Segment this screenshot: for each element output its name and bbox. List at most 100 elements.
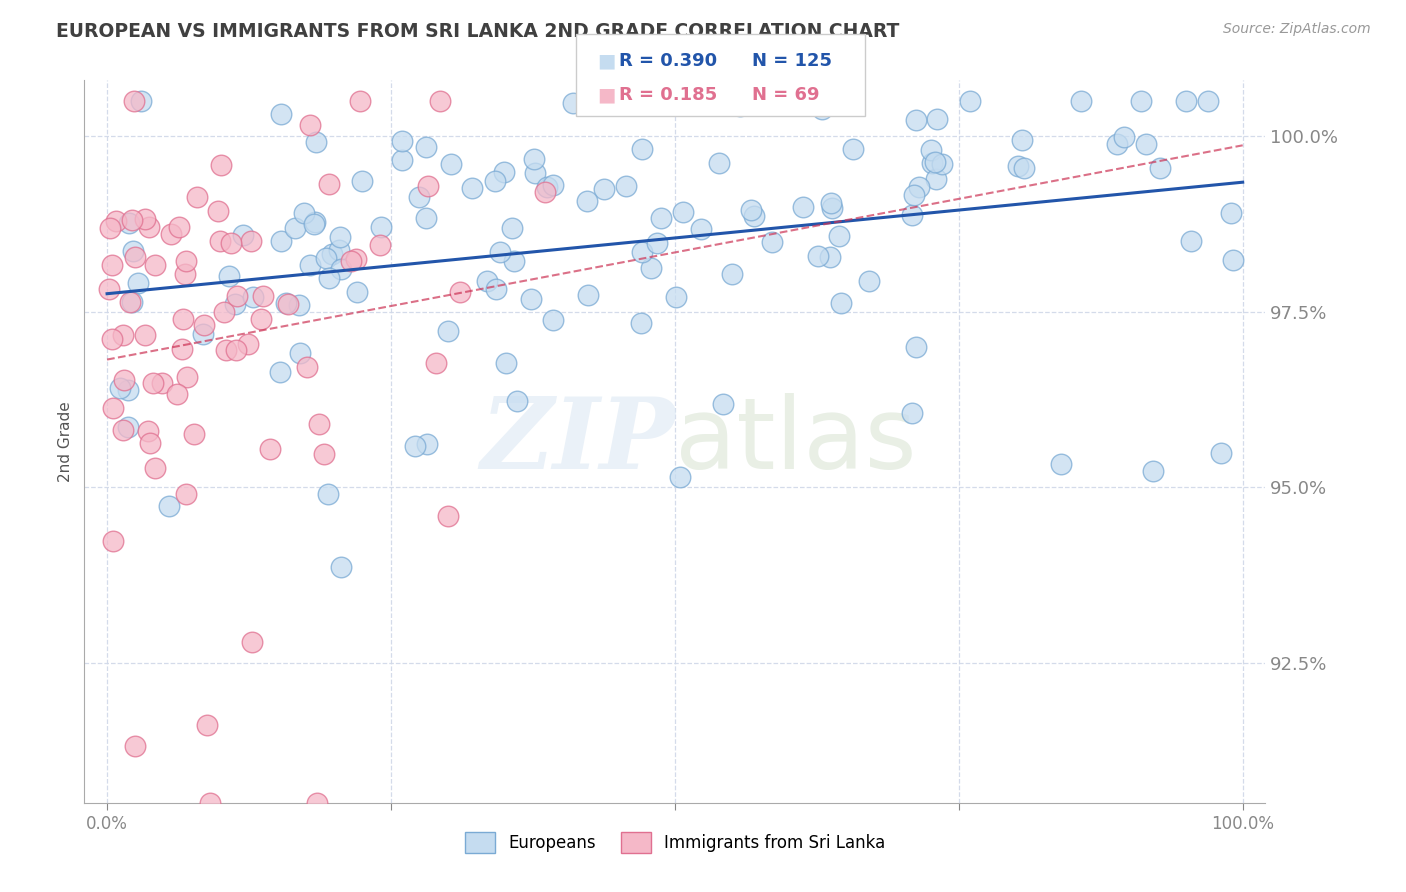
Point <box>1112 129 1135 144</box>
Point <box>415 436 437 450</box>
Point <box>924 155 946 169</box>
Point <box>176 369 198 384</box>
Point <box>111 423 134 437</box>
Point <box>901 209 924 223</box>
Point <box>1149 161 1171 176</box>
Point <box>174 487 197 501</box>
Point <box>318 271 340 285</box>
Point <box>1175 95 1198 109</box>
Point <box>318 487 340 501</box>
Point <box>101 258 124 272</box>
Point <box>820 195 842 210</box>
Point <box>1197 95 1219 109</box>
Point <box>391 135 413 149</box>
Point <box>269 365 291 379</box>
Point <box>315 251 337 265</box>
Point <box>408 190 430 204</box>
Point <box>1070 95 1092 109</box>
Point <box>288 346 311 360</box>
Point <box>112 328 135 343</box>
Point <box>828 228 851 243</box>
Point <box>1011 133 1033 147</box>
Point <box>101 533 124 548</box>
Text: ■: ■ <box>598 51 616 70</box>
Point <box>488 245 510 260</box>
Point <box>304 215 326 229</box>
Point <box>166 386 188 401</box>
Point <box>592 182 614 196</box>
Point <box>122 95 145 109</box>
Point <box>277 297 299 311</box>
Point <box>728 98 751 112</box>
Point <box>740 203 762 218</box>
Point <box>239 234 262 248</box>
Point <box>630 316 652 330</box>
Point <box>830 296 852 310</box>
Point <box>475 274 498 288</box>
Point <box>523 166 546 180</box>
Point <box>925 112 948 126</box>
Point <box>143 461 166 475</box>
Point <box>224 297 246 311</box>
Point <box>209 158 232 172</box>
Point <box>534 185 557 199</box>
Point <box>1105 136 1128 151</box>
Point <box>415 211 437 226</box>
Point <box>219 235 242 250</box>
Point <box>630 143 652 157</box>
Point <box>139 435 162 450</box>
Point <box>173 267 195 281</box>
Point <box>212 305 235 319</box>
Point <box>249 312 271 326</box>
Point <box>541 178 564 192</box>
Point <box>1130 95 1153 109</box>
Point <box>101 332 124 346</box>
Point <box>134 328 156 343</box>
Point <box>142 376 165 390</box>
Point <box>124 250 146 264</box>
Point <box>270 107 292 121</box>
Point <box>232 228 254 243</box>
Y-axis label: 2nd Grade: 2nd Grade <box>58 401 73 482</box>
Point <box>709 156 731 170</box>
Point <box>904 340 927 354</box>
Point <box>299 258 322 272</box>
Point <box>298 118 321 132</box>
Point <box>186 189 208 203</box>
Point <box>1050 457 1073 471</box>
Point <box>350 174 373 188</box>
Point <box>108 381 131 395</box>
Point <box>328 243 350 257</box>
Point <box>523 152 546 166</box>
Point <box>98 221 121 235</box>
Point <box>138 220 160 235</box>
Point <box>503 254 526 268</box>
Point <box>1222 253 1244 268</box>
Point <box>340 253 363 268</box>
Point <box>761 235 783 249</box>
Point <box>1211 446 1233 460</box>
Point <box>439 157 461 171</box>
Point <box>121 244 143 259</box>
Point <box>183 427 205 442</box>
Point <box>274 296 297 310</box>
Point <box>858 274 880 288</box>
Point <box>576 287 599 301</box>
Point <box>485 282 508 296</box>
Point <box>344 252 367 266</box>
Text: ■: ■ <box>598 86 616 105</box>
Point <box>259 442 281 456</box>
Point <box>209 234 232 248</box>
Text: N = 69: N = 69 <box>752 87 820 104</box>
Point <box>1135 137 1157 152</box>
Point <box>640 261 662 276</box>
Point <box>174 253 197 268</box>
Text: Source: ZipAtlas.com: Source: ZipAtlas.com <box>1223 22 1371 37</box>
Point <box>112 373 135 387</box>
Point <box>370 220 392 235</box>
Point <box>145 258 167 272</box>
Point <box>242 290 264 304</box>
Point <box>1180 234 1202 248</box>
Point <box>368 237 391 252</box>
Point <box>484 173 506 187</box>
